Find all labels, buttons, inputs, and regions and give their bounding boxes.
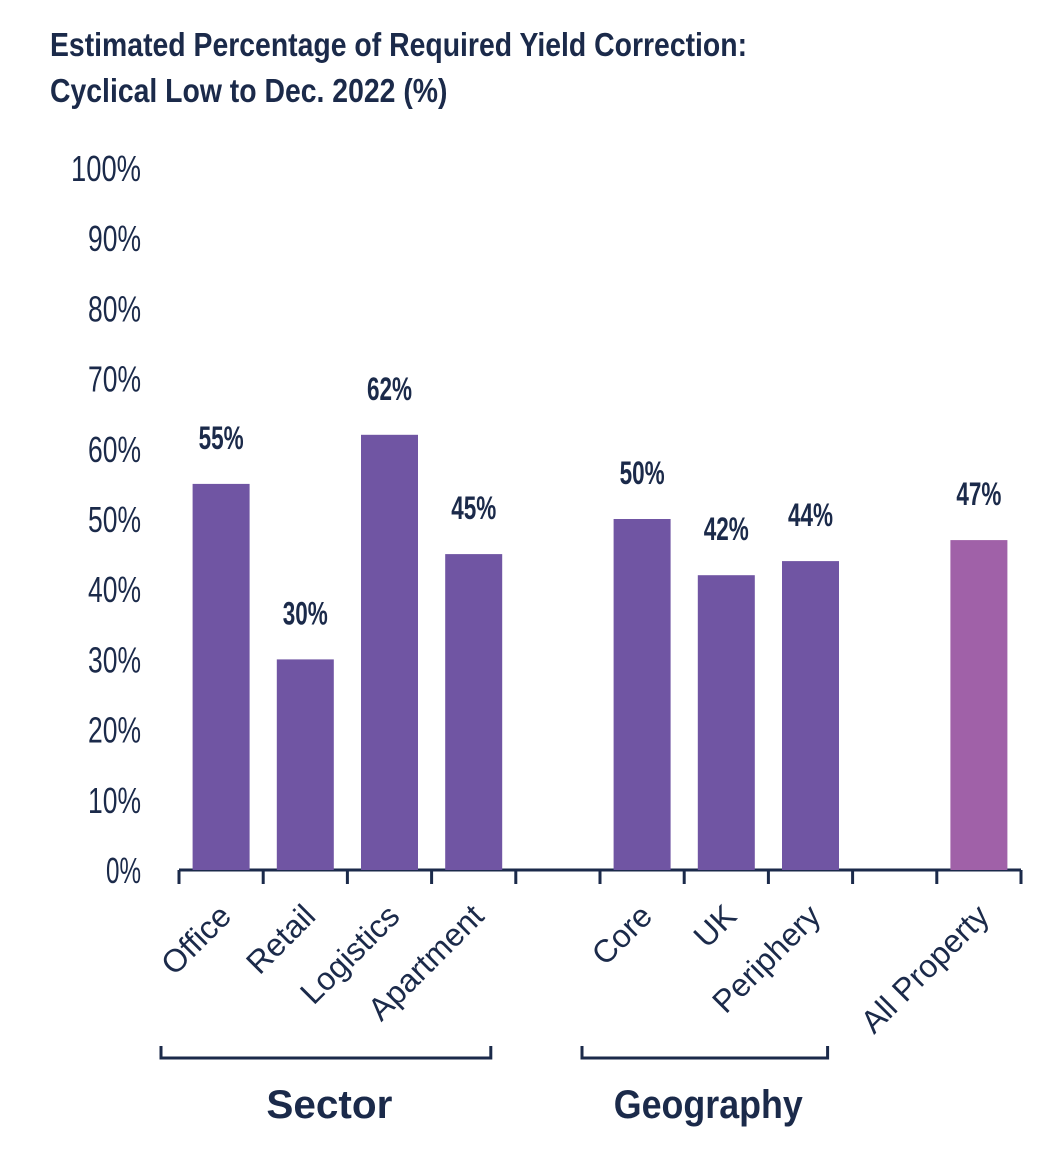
y-tick-label: 0% bbox=[106, 850, 141, 891]
bar-value-label: 47% bbox=[956, 476, 1001, 512]
bar bbox=[276, 659, 334, 870]
bar-value-label: 42% bbox=[704, 511, 749, 547]
bar bbox=[782, 561, 839, 870]
chart-title-line-1: Estimated Percentage of Required Yield C… bbox=[50, 26, 748, 63]
bar bbox=[361, 434, 418, 870]
group-bracket bbox=[159, 1046, 493, 1060]
bar-value-label: 55% bbox=[199, 420, 244, 456]
x-category-label: All Property bbox=[853, 897, 995, 1039]
bar-value-label: 50% bbox=[620, 455, 665, 491]
y-tick-label: 60% bbox=[88, 429, 141, 470]
x-category-label: Core bbox=[585, 897, 660, 972]
bar bbox=[613, 519, 671, 870]
bar-value-label: 44% bbox=[788, 497, 833, 533]
bar-value-label: 62% bbox=[367, 371, 412, 407]
bar-value-label: 30% bbox=[283, 595, 328, 631]
group-label: Geography bbox=[614, 1083, 804, 1127]
y-tick-label: 30% bbox=[88, 639, 141, 680]
x-category-label: Office bbox=[154, 897, 238, 981]
chart-title-line-2: Cyclical Low to Dec. 2022 (%) bbox=[50, 72, 448, 109]
bar bbox=[697, 575, 755, 870]
y-tick-label: 50% bbox=[88, 499, 141, 540]
bar bbox=[950, 540, 1008, 870]
bar bbox=[192, 483, 250, 870]
bar-value-label: 45% bbox=[451, 490, 496, 526]
group-bracket bbox=[580, 1046, 830, 1060]
y-tick-label: 100% bbox=[71, 148, 141, 189]
bar bbox=[445, 554, 503, 870]
group-label: Sector bbox=[266, 1083, 392, 1127]
chart-title: Estimated Percentage of Required Yield C… bbox=[50, 22, 747, 114]
y-tick-label: 20% bbox=[88, 710, 141, 751]
y-tick-label: 90% bbox=[88, 218, 141, 259]
y-tick-label: 10% bbox=[88, 780, 141, 821]
y-tick-label: 80% bbox=[88, 288, 141, 329]
y-tick-label: 70% bbox=[88, 359, 141, 400]
x-category-label: UK bbox=[686, 897, 743, 954]
y-tick-label: 40% bbox=[88, 569, 141, 610]
